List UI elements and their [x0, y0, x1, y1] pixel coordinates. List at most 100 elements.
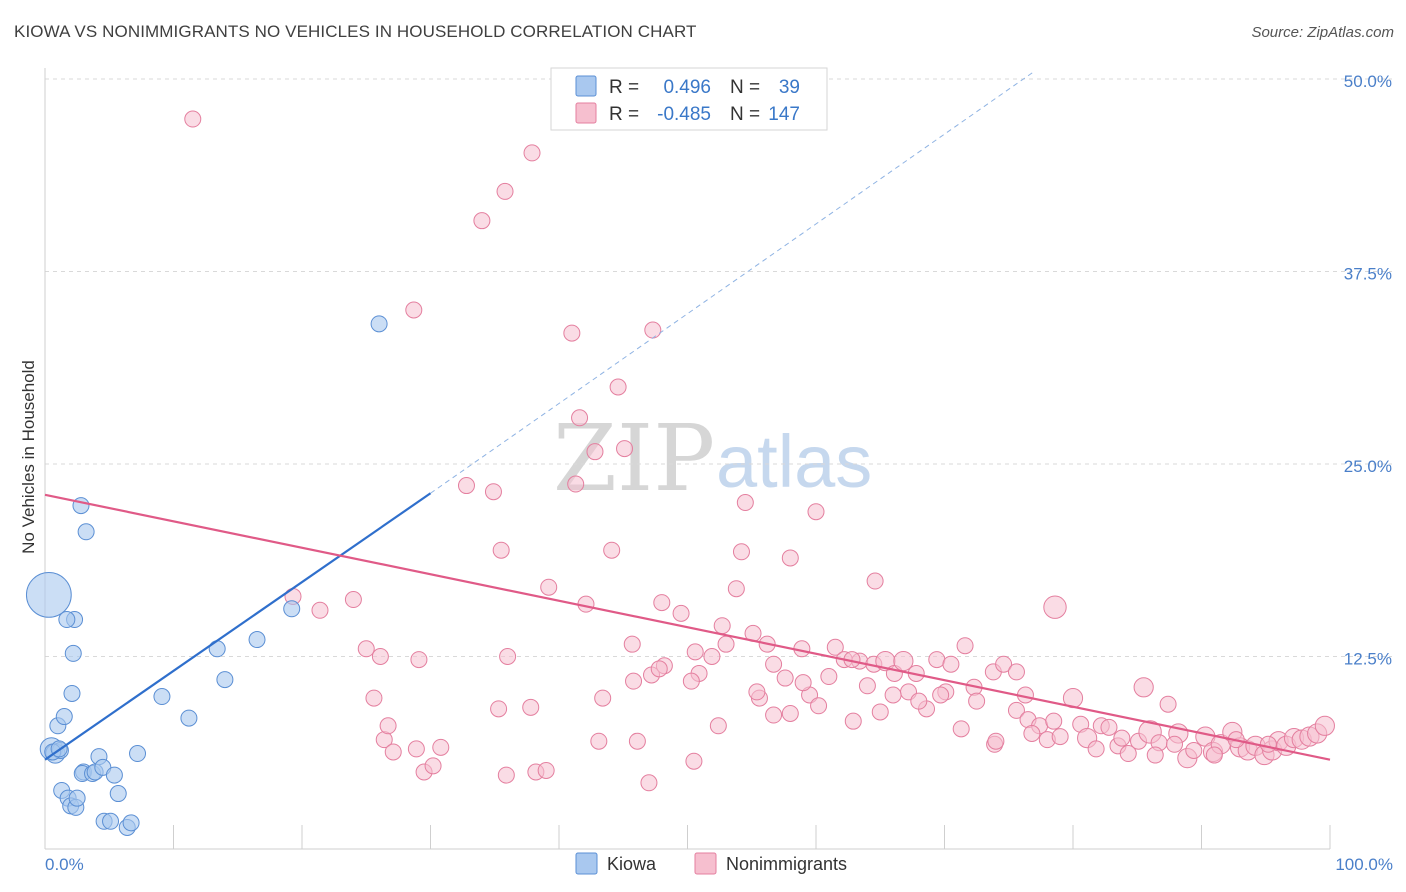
nonimmigrants-point	[586, 443, 604, 461]
kiowa-point	[283, 600, 301, 618]
kiowa-point	[105, 766, 123, 784]
nonimmigrants-point	[490, 700, 508, 718]
nonimmigrants-point	[987, 732, 1005, 750]
nonimmigrants-point	[968, 692, 986, 710]
kiowa-point	[129, 745, 147, 763]
nonimmigrants-point	[357, 640, 375, 658]
nonimmigrants-point	[499, 648, 517, 665]
nonimmigrants-point	[1100, 718, 1118, 736]
bottom-legend-nonimmigrants-label: Nonimmigrants	[726, 854, 847, 874]
nonimmigrants-point	[952, 720, 970, 738]
nonimmigrants-point	[371, 648, 389, 665]
kiowa-trend-line	[44, 492, 432, 761]
nonimmigrants-point	[709, 717, 727, 735]
nonimmigrants-point	[609, 378, 627, 396]
nonimmigrants-point	[567, 475, 585, 493]
kiowa-point	[55, 708, 73, 726]
nonimmigrants-point	[1259, 735, 1277, 753]
nonimmigrants-point	[405, 301, 423, 319]
nonimmigrants-point	[625, 672, 643, 690]
correlation-legend: R = 0.496 N = 39 R = -0.485 N = 147	[550, 67, 828, 131]
nonimmigrants-points	[184, 110, 1335, 792]
nonimmigrants-point	[653, 594, 671, 612]
nonimmigrants-point	[457, 477, 475, 495]
nonimmigrants-point	[410, 651, 428, 669]
nonimmigrants-point	[672, 604, 690, 622]
nonimmigrants-point	[365, 689, 383, 707]
nonimmigrants-point	[623, 635, 641, 653]
watermark: ZIP atlas	[553, 405, 872, 512]
nonimmigrants-trend-line	[44, 493, 1331, 761]
legend-box	[550, 67, 828, 131]
nonimmigrants-point	[603, 541, 621, 559]
nonimmigrants-point	[810, 697, 828, 715]
kiowa-points	[25, 315, 388, 836]
nonimmigrants-point	[844, 712, 862, 730]
kiowa-point	[109, 785, 127, 803]
grid-lines	[45, 78, 1392, 657]
kiowa-point	[25, 572, 72, 618]
nonimmigrants-point	[703, 648, 721, 665]
kiowa-point	[64, 644, 82, 662]
source-label: Source: ZipAtlas.com	[1251, 24, 1394, 41]
kiowa-point	[208, 640, 226, 658]
nonimmigrants-point	[432, 738, 450, 756]
nonimmigrants-point	[473, 212, 491, 230]
nonimmigrants-point	[537, 761, 555, 779]
y-tick-labels: 12.5% 25.0% 37.5% 50.0%	[1344, 72, 1392, 669]
nonimmigrants-point	[826, 638, 844, 656]
kiowa-point	[68, 789, 86, 807]
kiowa-point	[122, 814, 140, 832]
nonimmigrants-point	[590, 732, 608, 750]
nonimmigrants-point	[794, 674, 812, 692]
nonimmigrants-point	[748, 683, 766, 701]
nonimmigrants-point	[497, 766, 515, 784]
nonimmigrants-point	[1166, 735, 1184, 753]
x-tick-labels: 0.0% 100.0%	[45, 855, 1393, 874]
bottom-legend-kiowa-label: Kiowa	[607, 854, 657, 874]
nonimmigrants-point	[682, 672, 700, 690]
nonimmigrants-point	[563, 324, 581, 342]
nonimmigrants-point	[995, 655, 1013, 673]
nonimmigrants-point	[866, 572, 884, 590]
kiowa-point	[153, 688, 171, 706]
nonimmigrants-point	[781, 704, 799, 722]
y-axis-title: No Vehicles in Household	[19, 360, 38, 554]
nonimmigrants-point	[571, 409, 589, 427]
nonimmigrants-point	[1007, 701, 1025, 719]
legend-nonimmigrants-swatch	[575, 102, 597, 124]
nonimmigrants-point	[776, 669, 794, 687]
nonimmigrants-point	[807, 503, 825, 521]
nonimmigrants-point	[384, 743, 402, 761]
nonimmigrants-point	[820, 668, 838, 686]
kiowa-point	[370, 315, 388, 333]
y-tick-label: 50.0%	[1344, 72, 1392, 91]
legend-nonimmigrants-r-label: R =	[609, 104, 639, 125]
nonimmigrants-point	[871, 703, 889, 721]
nonimmigrants-point	[686, 643, 704, 661]
nonimmigrants-point	[344, 591, 362, 609]
legend-kiowa-r-value: 0.496	[663, 77, 711, 98]
nonimmigrants-point	[1314, 715, 1335, 736]
nonimmigrants-point	[956, 637, 974, 655]
nonimmigrants-point	[184, 110, 202, 128]
nonimmigrants-point	[616, 440, 634, 458]
nonimmigrants-point	[640, 774, 658, 792]
kiowa-trend-extension	[430, 70, 1035, 494]
nonimmigrants-point	[717, 635, 735, 653]
bottom-legend-kiowa-swatch	[575, 852, 598, 875]
kiowa-point	[102, 812, 120, 830]
nonimmigrants-point	[1119, 745, 1137, 763]
nonimmigrants-point	[492, 541, 510, 559]
nonimmigrants-point	[932, 686, 950, 704]
kiowa-point	[63, 684, 81, 702]
nonimmigrants-point	[910, 692, 928, 710]
nonimmigrants-point	[732, 543, 750, 561]
y-tick-label: 37.5%	[1344, 265, 1392, 284]
nonimmigrants-point	[379, 717, 397, 735]
legend-kiowa-n-value: 39	[779, 77, 800, 98]
nonimmigrants-point	[311, 601, 329, 619]
nonimmigrants-point	[765, 655, 783, 673]
nonimmigrants-point	[650, 660, 668, 678]
nonimmigrants-point	[484, 483, 502, 501]
